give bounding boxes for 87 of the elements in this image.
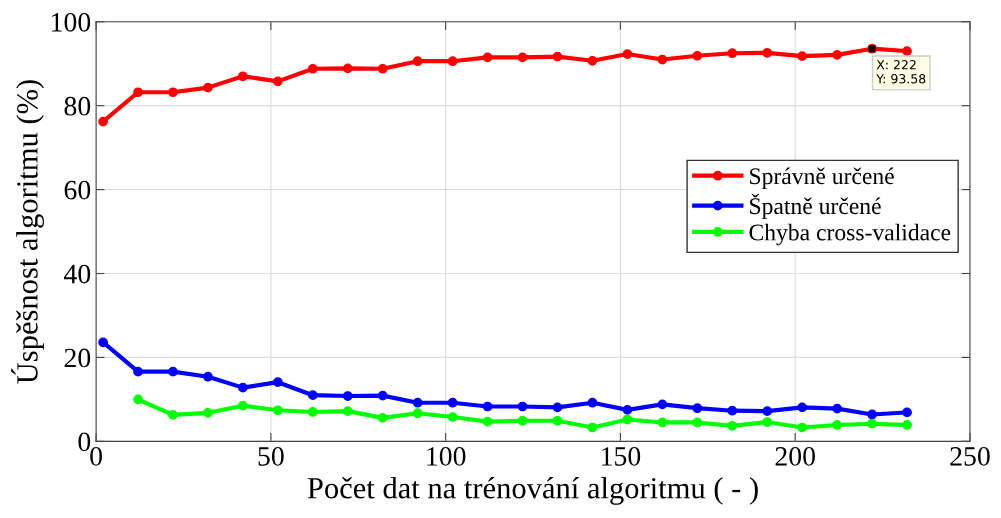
point [517,415,528,426]
y-tick-label: 100 [52,12,91,32]
point [692,417,703,428]
point [98,337,108,348]
point [203,371,213,382]
annotation: X: 222 Y: 93.58 [876,60,926,84]
point [307,407,318,417]
point [552,51,563,62]
point [412,397,423,408]
point [307,63,318,74]
point [412,56,423,67]
x-tick-label: 100 [427,447,466,466]
point [168,366,178,377]
point [98,116,108,127]
point [517,401,528,412]
x-tick-label: 250 [950,447,990,466]
point [412,408,423,419]
point [587,397,598,408]
point [727,420,738,431]
point [272,405,283,416]
point [342,63,353,74]
point [203,82,213,93]
point [727,405,738,416]
point [622,405,633,415]
point [622,49,633,59]
point [447,412,458,422]
point [342,406,353,416]
x-tick-label: 200 [775,447,815,466]
point [517,52,528,63]
point [797,51,808,62]
point [133,87,143,98]
legend-label: Chyba cross-validace [749,223,951,246]
point [342,391,353,401]
point [168,87,178,98]
point [377,412,388,423]
point [902,420,912,430]
point [447,56,458,67]
point [797,402,808,413]
y-tick-label: 80 [64,96,91,116]
point [902,407,912,418]
point [832,403,843,414]
point [692,50,703,61]
y-tick-label: 0 [78,432,91,452]
x-axis-title: Počet dat na trénování algoritmu ( - ) [307,476,758,505]
point [238,382,248,393]
point [133,366,143,377]
point [832,50,843,60]
point [377,63,388,74]
legend-label: Správně určené [750,167,894,189]
x-tick-label: 150 [602,447,641,466]
point [657,417,668,428]
point [272,377,283,388]
point [762,417,773,427]
point [238,400,248,411]
point [622,414,633,425]
point [238,71,248,82]
point [377,390,388,401]
point [657,54,668,65]
y-axis-title: Úspěšnost algoritmu (%) [11,80,45,384]
point [272,76,283,87]
point [552,402,563,413]
point [203,407,213,418]
point [797,422,808,433]
point [762,406,773,416]
point [133,394,143,405]
x-tick-label: 50 [258,447,284,466]
point [587,55,598,66]
point [482,52,493,63]
legend-label: Špatně určené [750,193,881,219]
y-tick-label: 40 [64,264,91,284]
point [587,422,598,433]
point [867,409,877,420]
y-tick-label: 20 [64,348,91,368]
point [447,397,458,408]
point [552,415,563,426]
point [762,47,773,58]
point [902,46,912,56]
point [482,401,493,412]
point [832,420,843,430]
point [692,403,703,414]
point [727,48,738,59]
point [657,399,668,410]
point [482,416,493,427]
y-tick-label: 60 [64,180,91,200]
point [168,410,178,420]
point [867,418,877,429]
point [307,390,318,401]
